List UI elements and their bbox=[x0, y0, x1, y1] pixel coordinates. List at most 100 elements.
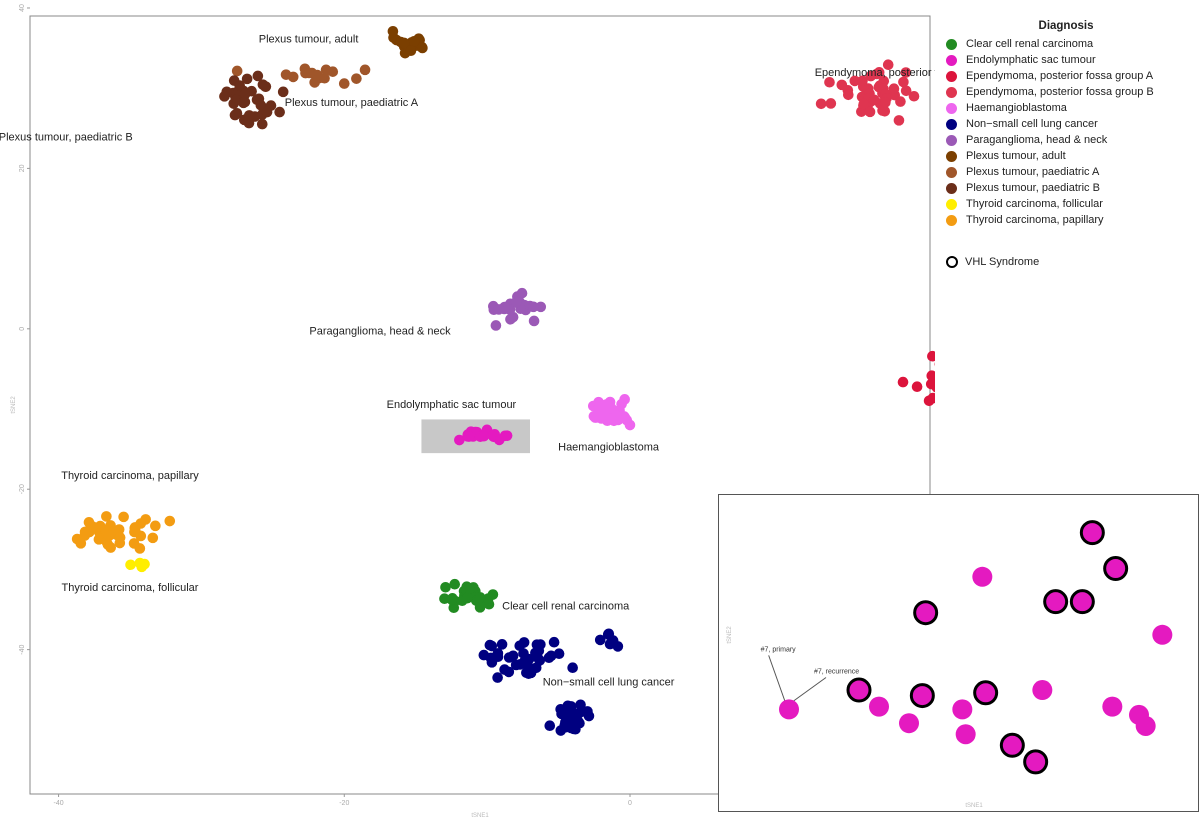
legend-item-clear-cell-renal-carcinoma: Clear cell renal carcinoma bbox=[946, 36, 1199, 52]
inset-point bbox=[1102, 696, 1123, 717]
inset-point-vhl bbox=[913, 600, 939, 626]
y-axis-label: tSNE2 bbox=[11, 396, 17, 414]
point-thyroid-carcinoma-papillary bbox=[164, 515, 176, 527]
legend-item-haemangioblastoma: Haemangioblastoma bbox=[946, 100, 1199, 116]
legend-title: Diagnosis bbox=[1038, 20, 1094, 32]
point-non-small-cell-lung-cancer-upper bbox=[514, 640, 526, 652]
point-clear-cell-renal-carcinoma bbox=[483, 593, 494, 604]
legend-swatch bbox=[946, 214, 957, 226]
legend-item-paraganglioma-head-neck: Paraganglioma, head & neck bbox=[946, 132, 1199, 148]
point-clear-cell-renal-carcinoma bbox=[474, 592, 486, 603]
point-endolymphatic-sac-tumour bbox=[454, 434, 465, 446]
point-plexus-tumour-paediatric-b bbox=[243, 110, 255, 121]
legend-swatch bbox=[946, 102, 957, 114]
point-ependymoma-posterior-fossa-group-a-upper bbox=[911, 381, 923, 393]
point-plexus-tumour-paediatric-b bbox=[256, 118, 268, 130]
point-clear-cell-renal-carcinoma bbox=[440, 581, 451, 593]
cluster-label-ependymoma-posterior-fossa-group-b: Ependymoma, posterior fossa group B bbox=[815, 67, 935, 79]
point-plexus-tumour-adult bbox=[417, 42, 428, 54]
point-ependymoma-posterior-fossa-group-b bbox=[868, 94, 880, 106]
legend-label: Thyroid carcinoma, follicular bbox=[966, 198, 1103, 210]
point-ependymoma-posterior-fossa-group-b bbox=[836, 79, 848, 91]
inset-x-axis-label: tSNE1 bbox=[965, 803, 983, 809]
point-plexus-tumour-paediatric-a bbox=[359, 64, 371, 76]
point-haemangioblastoma bbox=[612, 414, 624, 426]
point-thyroid-carcinoma-papillary bbox=[128, 538, 140, 549]
point-plexus-tumour-paediatric-a bbox=[287, 71, 299, 83]
inset-point-vhl bbox=[1079, 520, 1105, 546]
legend-item-thyroid-carcinoma-follicular: Thyroid carcinoma, follicular bbox=[946, 196, 1199, 212]
point-plexus-tumour-paediatric-a bbox=[351, 73, 362, 84]
point-thyroid-carcinoma-papillary bbox=[79, 526, 91, 538]
point-ependymoma-posterior-fossa-group-b bbox=[895, 96, 906, 107]
cluster-label-non-small-cell-lung-cancer: Non−small cell lung cancer bbox=[543, 677, 675, 689]
point-non-small-cell-lung-cancer-right bbox=[594, 634, 606, 646]
point-paraganglioma-head-neck bbox=[493, 304, 505, 315]
point-plexus-tumour-paediatric-b bbox=[239, 88, 251, 100]
point-plexus-tumour-paediatric-b bbox=[234, 80, 245, 91]
legend-label: Endolymphatic sac tumour bbox=[966, 54, 1096, 66]
point-endolymphatic-sac-tumour bbox=[478, 430, 490, 442]
inset-point-vhl bbox=[999, 732, 1025, 758]
point-non-small-cell-lung-cancer-upper bbox=[492, 651, 504, 663]
point-endolymphatic-sac-tumour bbox=[463, 431, 475, 442]
legend-label: Ependymoma, posterior fossa group A bbox=[966, 70, 1154, 82]
legend-swatch bbox=[946, 70, 957, 82]
point-clear-cell-renal-carcinoma bbox=[449, 578, 461, 590]
legend-label: Non−small cell lung cancer bbox=[966, 118, 1098, 130]
y-tick-label: 40 bbox=[19, 4, 26, 12]
inset-point bbox=[779, 699, 799, 720]
point-non-small-cell-lung-cancer-upper bbox=[503, 652, 515, 663]
inset-point-vhl bbox=[1103, 556, 1129, 582]
point-ependymoma-posterior-fossa-group-b bbox=[900, 67, 912, 78]
point-non-small-cell-lung-cancer-upper bbox=[545, 650, 557, 662]
legend-item-plexus-tumour-paediatric-a: Plexus tumour, paediatric A bbox=[946, 164, 1199, 180]
point-non-small-cell-lung-cancer-upper bbox=[535, 639, 546, 650]
legend-item-non-small-cell-lung-cancer: Non−small cell lung cancer bbox=[946, 116, 1199, 132]
legend-item-vhl: VHL Syndrome bbox=[946, 254, 1199, 270]
point-haemangioblastoma bbox=[619, 394, 630, 405]
point-paraganglioma-head-neck bbox=[490, 320, 502, 331]
point-ependymoma-posterior-fossa-group-b bbox=[900, 85, 912, 97]
legend-label: Thyroid carcinoma, papillary bbox=[966, 214, 1104, 226]
point-non-small-cell-lung-cancer-upper bbox=[510, 659, 522, 671]
point-haemangioblastoma bbox=[592, 403, 604, 415]
point-plexus-tumour-paediatric-b bbox=[231, 107, 243, 119]
point-paraganglioma-head-neck bbox=[516, 287, 528, 299]
point-paraganglioma-head-neck bbox=[505, 313, 516, 325]
point-non-small-cell-lung-cancer-upper bbox=[567, 662, 578, 673]
point-thyroid-carcinoma-papillary bbox=[135, 530, 147, 542]
point-non-small-cell-lung-cancer-upper bbox=[553, 648, 565, 660]
vhl-ring-icon bbox=[946, 256, 958, 268]
point-ependymoma-posterior-fossa-group-b bbox=[865, 70, 877, 82]
inset-point-vhl bbox=[909, 683, 935, 709]
legend-swatch bbox=[946, 198, 957, 210]
point-plexus-tumour-adult bbox=[405, 45, 417, 57]
inset-scatter-plot: #7, primary #7, recurrence tSNE1 tSNE2 bbox=[727, 520, 1173, 809]
legend-label: Haemangioblastoma bbox=[966, 102, 1067, 114]
point-non-small-cell-lung-cancer-lower bbox=[562, 707, 573, 719]
inset-point bbox=[1135, 715, 1156, 736]
point-thyroid-carcinoma-papillary bbox=[114, 532, 126, 543]
point-thyroid-carcinoma-papillary bbox=[87, 521, 98, 532]
point-ependymoma-posterior-fossa-group-b bbox=[880, 97, 891, 108]
point-ependymoma-posterior-fossa-group-a-upper bbox=[925, 378, 935, 390]
inset-point bbox=[955, 724, 976, 745]
x-tick-label: 0 bbox=[628, 800, 632, 807]
point-non-small-cell-lung-cancer-upper bbox=[548, 636, 560, 648]
legend-item-ependymoma-posterior-fossa-group-b: Ependymoma, posterior fossa group B bbox=[946, 84, 1199, 100]
inset-callout-line bbox=[768, 655, 786, 702]
legend-label: Plexus tumour, paediatric A bbox=[966, 166, 1100, 178]
point-ependymoma-posterior-fossa-group-b bbox=[908, 90, 920, 102]
point-plexus-tumour-paediatric-b bbox=[274, 106, 285, 118]
legend-swatch bbox=[946, 118, 957, 130]
point-thyroid-carcinoma-papillary bbox=[101, 511, 112, 522]
inset-point bbox=[972, 566, 993, 587]
point-plexus-tumour-paediatric-a bbox=[320, 64, 332, 76]
point-plexus-tumour-paediatric-a bbox=[319, 72, 330, 84]
point-plexus-tumour-paediatric-b bbox=[241, 73, 253, 85]
point-plexus-tumour-adult bbox=[398, 37, 410, 49]
cluster-label-plexus-tumour-adult: Plexus tumour, adult bbox=[259, 33, 359, 45]
point-plexus-tumour-paediatric-b bbox=[261, 106, 273, 118]
